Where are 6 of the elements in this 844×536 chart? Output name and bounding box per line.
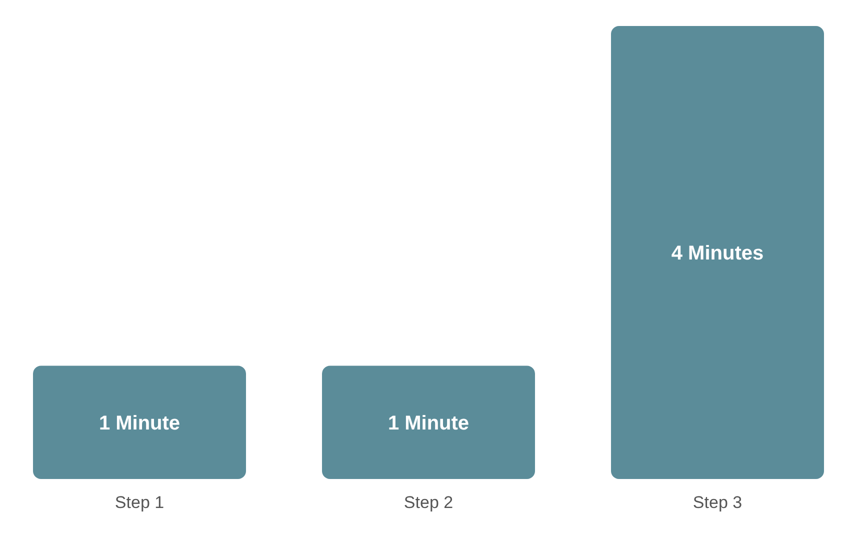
data-label: 1 Minute: [98, 412, 180, 434]
x-tick-label: Step 2: [404, 493, 454, 512]
data-label: 4 Minutes: [671, 242, 764, 265]
x-tick-label: Step 3: [692, 493, 742, 512]
data-label: 1 Minute: [388, 412, 470, 434]
x-tick-label: Step 1: [114, 493, 164, 512]
